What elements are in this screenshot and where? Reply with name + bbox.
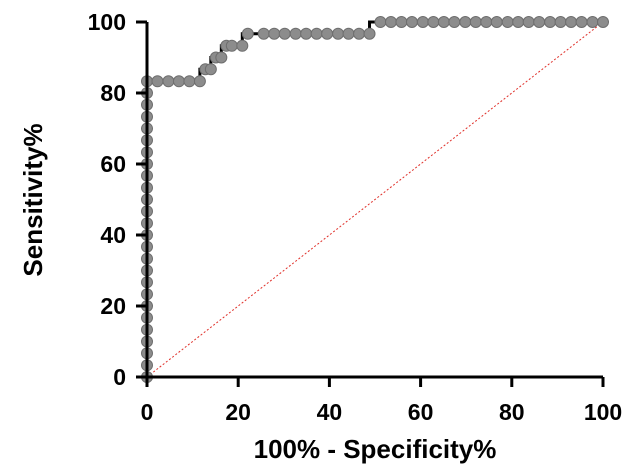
reference-diagonal-line [146,21,604,378]
roc-point-marker [300,27,313,40]
roc-point-marker [257,27,270,40]
roc-point-marker [597,16,609,28]
roc-point-marker [162,75,175,88]
roc-point-marker [448,16,461,28]
roc-point-marker [172,75,185,88]
roc-point-marker [374,16,387,28]
y-tick-label: 40 [100,222,126,248]
roc-point-marker [183,75,196,88]
roc-point-marker [554,16,567,28]
roc-point-marker [501,16,514,28]
y-tick-label: 100 [88,9,126,35]
roc-point-marker [204,63,217,76]
roc-point-marker [416,16,429,28]
roc-point-marker [544,16,557,28]
x-tick-label: 20 [225,399,251,425]
roc-point-marker [310,27,323,40]
roc-point-marker [395,16,408,28]
roc-point-marker [586,16,599,28]
roc-point-marker [278,27,291,40]
roc-point-marker [289,27,302,40]
x-axis-title: 100% - Specificity% [254,434,497,464]
roc-point-marker [236,39,249,52]
x-tick-label: 60 [408,399,434,425]
x-tick-label: 100 [584,399,622,425]
roc-point-marker [332,27,345,40]
roc-point-marker [384,16,397,28]
x-tick-label: 0 [141,399,154,425]
roc-point-marker [437,16,450,28]
x-tick-label: 40 [317,399,343,425]
y-tick-label: 20 [100,293,126,319]
roc-point-marker [512,16,525,28]
roc-point-marker [215,51,228,64]
roc-point-marker [321,27,334,40]
roc-point-marker [575,16,588,28]
roc-point-marker [193,75,206,88]
roc-point-marker [225,39,238,52]
y-tick-label: 60 [100,151,126,177]
roc-point-marker [480,16,493,28]
x-tick-label: 80 [499,399,525,425]
y-tick-label: 0 [113,364,126,390]
roc-point-marker [363,27,376,40]
y-axis-title: Sensitivity% [18,123,48,276]
roc-point-marker [405,16,418,28]
y-tick-label: 80 [100,80,126,106]
roc-point-marker [427,16,440,28]
roc-point-marker [565,16,578,28]
roc-point-marker [533,16,546,28]
roc-point-marker [469,16,482,28]
roc-point-marker [490,16,503,28]
roc-point-marker [268,27,281,40]
roc-point-marker [241,27,254,40]
roc-point-marker [151,75,164,88]
roc-point-marker [353,27,366,40]
roc-point-marker [459,16,472,28]
roc-point-marker [342,27,355,40]
roc-point-marker [522,16,535,28]
